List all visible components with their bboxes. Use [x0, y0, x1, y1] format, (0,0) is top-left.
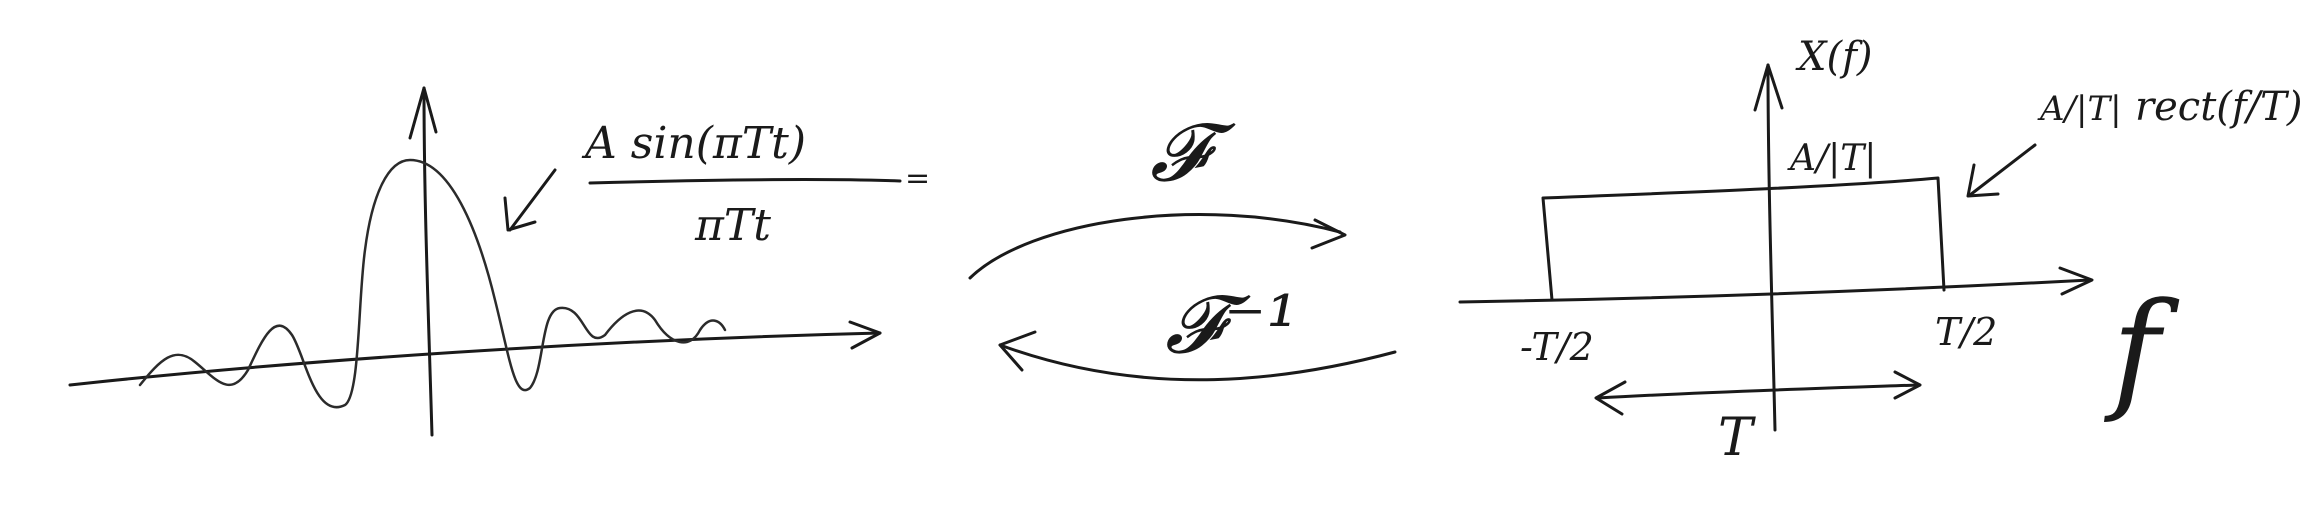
transform-pair-arrows: 𝓕 𝓕⁻¹ [968, 106, 1397, 382]
width-arrowhead-left [1594, 380, 1627, 416]
inverse-transform-symbol: 𝓕⁻¹ [1165, 278, 1298, 371]
forward-transform-arrow [968, 213, 1342, 280]
pointer-arrowhead-sinc [503, 196, 537, 232]
sinc-formula-numerator: A sin(πTt) [581, 118, 806, 169]
amplitude-axis [422, 86, 434, 437]
width-arrowhead-right [1893, 370, 1922, 400]
width-double-arrow [1596, 383, 1920, 400]
forward-transform-symbol: 𝓕 [1150, 106, 1236, 199]
magnitude-axis [1766, 63, 1777, 432]
pointer-arrow-to-rect [1968, 143, 2037, 197]
left-edge-label: -T/2 [1520, 325, 1594, 369]
pointer-arrowhead-rect [1966, 163, 2000, 198]
magnitude-axis-label: X(f) [1795, 34, 1873, 80]
sinc-waveform [138, 158, 727, 409]
forward-transform-arrowhead [1310, 218, 1347, 250]
right-edge-label: T/2 [1935, 310, 1997, 354]
rect-frequency-domain-plot: X(f) A/|T| f A/|T| rect(f/T) -T/2 T/2 T [1458, 34, 2302, 468]
sinc-formula-equals: = [905, 161, 930, 196]
amplitude-axis-arrowhead [408, 86, 438, 140]
time-axis [68, 331, 882, 387]
inverse-transform-arrow [998, 343, 1397, 382]
rect-function-outline [1541, 176, 1946, 302]
sinc-formula-denominator: πTt [694, 200, 771, 251]
sinc-formula-fraction-bar [588, 178, 902, 185]
frequency-axis [1458, 278, 2092, 304]
inverse-transform-arrowhead [998, 330, 1037, 372]
sinc-time-domain-plot: A sin(πTt) = πTt [68, 86, 930, 437]
frequency-axis-arrowhead [2058, 266, 2094, 296]
width-label: T [1718, 408, 1756, 468]
pointer-arrow-to-sinc [508, 168, 557, 232]
rect-formula-function: rect(f/T) [2135, 84, 2302, 130]
rect-amplitude-label: A/|T| [1787, 138, 1876, 179]
frequency-axis-label: f [2104, 274, 2180, 426]
time-axis-arrowhead [848, 320, 882, 350]
magnitude-axis-arrowhead [1753, 63, 1784, 112]
rect-formula-coefficient: A/|T| [2037, 89, 2122, 129]
